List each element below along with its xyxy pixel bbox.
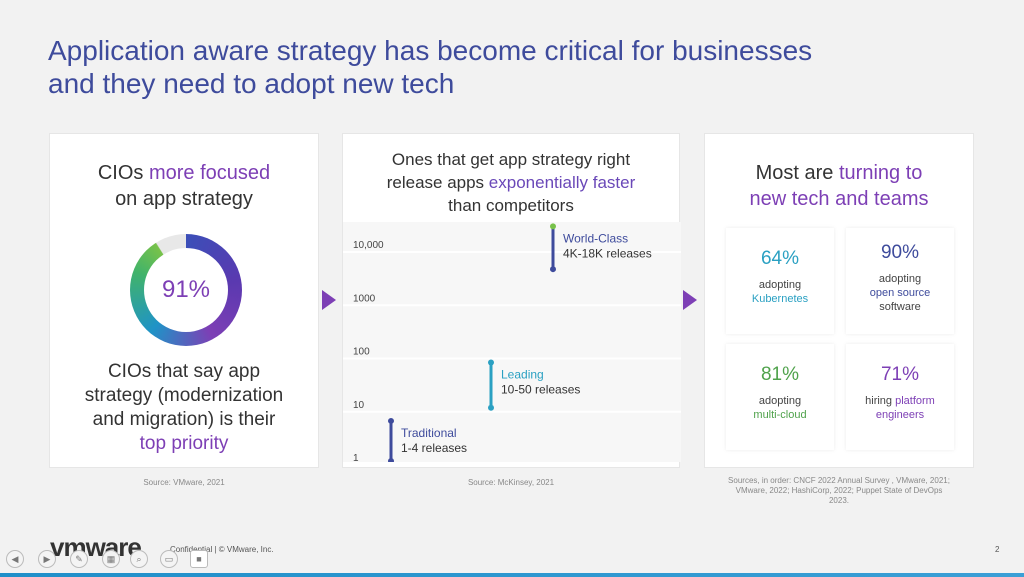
footer-confidential: Confidential | © VMware, Inc. (170, 545, 274, 554)
card2-heading-2a: release apps (386, 173, 489, 192)
stat-percent: 90% (880, 242, 920, 263)
card2-heading-2b: exponentially faster (488, 173, 636, 192)
stat-line-2: platform (895, 395, 935, 407)
range-endpoint (388, 417, 394, 424)
stat-line-1: adopting (758, 395, 802, 407)
zoom-icon[interactable]: ⌕ (130, 550, 148, 568)
y-tick-label: 1000 (353, 293, 376, 304)
card-new-tech: Most are turning to new tech and teams 6… (704, 133, 974, 468)
arrow-right-icon (683, 290, 697, 310)
card-release-speed: Ones that get app strategy right release… (342, 133, 681, 468)
card2-heading: Ones that get app strategy right release… (343, 148, 679, 217)
play-icon[interactable]: ▶ (38, 550, 56, 568)
stat-line-2: multi-cloud (753, 409, 807, 421)
previous-slide-icon[interactable]: ◀ (6, 550, 24, 568)
card3-source-2: VMware, 2022; HashiCorp, 2022; Puppet St… (735, 486, 943, 495)
stat-line-1: adopting (878, 273, 922, 285)
card-cio-focus: CIOs more focused on app strategy 91% CI… (49, 133, 319, 468)
stat-line-2: open source (869, 287, 931, 299)
grid-view-icon[interactable]: ▦ (102, 550, 120, 568)
stat-percent: 64% (760, 248, 800, 269)
card1-heading-a: CIOs (97, 162, 149, 184)
stat-line-1: hiring (865, 395, 896, 407)
stat-line-1: adopting (758, 279, 802, 291)
range-label: 4K-18K releases (563, 246, 652, 260)
card2-source: Source: McKinsey, 2021 (467, 478, 555, 487)
card3-source: Sources, in order: CNCF 2022 Annual Surv… (704, 476, 974, 506)
range-endpoint (388, 458, 394, 464)
arrow-right-icon (322, 290, 336, 310)
stat-percent: 81% (760, 364, 800, 385)
stat-platform-engineers: 71% hiring platform engineers (846, 344, 954, 450)
card1-body-2: strategy (modernization (84, 385, 284, 406)
card3-source-1: Sources, in order: CNCF 2022 Annual Surv… (728, 476, 950, 485)
subtitles-icon[interactable]: ▭ (160, 550, 178, 568)
stat-multi-cloud: 81% adopting multi-cloud (726, 344, 834, 450)
range-endpoint (488, 404, 494, 411)
range-endpoint (550, 266, 556, 273)
card2-heading-3: than competitors (448, 196, 574, 215)
slide-title-line-2: and they need to adopt new tech (48, 68, 455, 99)
card1-source: Source: VMware, 2021 (143, 478, 225, 487)
range-label: 1-4 releases (401, 441, 467, 455)
page-number: 2 (995, 545, 1000, 554)
range-endpoint (488, 359, 494, 366)
card3-heading-a: Most are (755, 162, 839, 184)
slide-title-line-1: Application aware strategy has become cr… (48, 35, 813, 66)
stat-line-3: engineers (875, 409, 925, 421)
y-tick-label: 100 (353, 347, 370, 358)
donut-chart: 91% (130, 234, 242, 346)
card3-heading-c: new tech and teams (749, 188, 929, 210)
range-label: 10-50 releases (501, 383, 580, 397)
stat-kubernetes: 64% adopting Kubernetes (726, 228, 834, 334)
stat-line-2: Kubernetes (751, 293, 809, 305)
y-tick-label: 1 (353, 453, 359, 462)
card2-heading-1: Ones that get app strategy right (391, 150, 631, 169)
pen-icon[interactable]: ✎ (70, 550, 88, 568)
card1-body-3: and migration) is their (92, 409, 276, 430)
y-tick-label: 10,000 (353, 240, 384, 251)
card1-body: CIOs that say app strategy (modernizatio… (50, 360, 318, 456)
bottom-progress-bar (0, 573, 1024, 577)
stat-percent: 71% (880, 364, 920, 385)
card1-heading: CIOs more focused on app strategy (50, 160, 318, 212)
range-name: World-Class (563, 231, 628, 245)
card3-heading: Most are turning to new tech and teams (705, 160, 973, 212)
stat-line-1-wrap: hiring platform (846, 394, 954, 408)
card3-heading-b: turning to (838, 162, 923, 184)
y-tick-label: 10 (353, 400, 365, 411)
card3-source-3: 2023. (828, 496, 850, 505)
range-name: Leading (501, 368, 544, 382)
camera-icon[interactable]: ■ (190, 550, 208, 568)
slide-title: Application aware strategy has become cr… (48, 34, 948, 100)
donut-value: 91% (144, 248, 228, 332)
card1-body-4: top priority (139, 433, 229, 454)
stat-line-3: software (879, 301, 921, 313)
range-endpoint (550, 223, 556, 230)
vmware-logo: vmware (50, 532, 142, 562)
card1-body-1: CIOs that say app (107, 361, 261, 382)
stat-open-source: 90% adopting open source software (846, 228, 954, 334)
release-chart: 10,000 1000 100 10 1 World-Class 4K-18K relea… (343, 222, 681, 466)
range-name: Traditional (401, 426, 457, 440)
card1-heading-b: more focused (148, 162, 271, 184)
card1-heading-c: on app strategy (115, 188, 253, 210)
